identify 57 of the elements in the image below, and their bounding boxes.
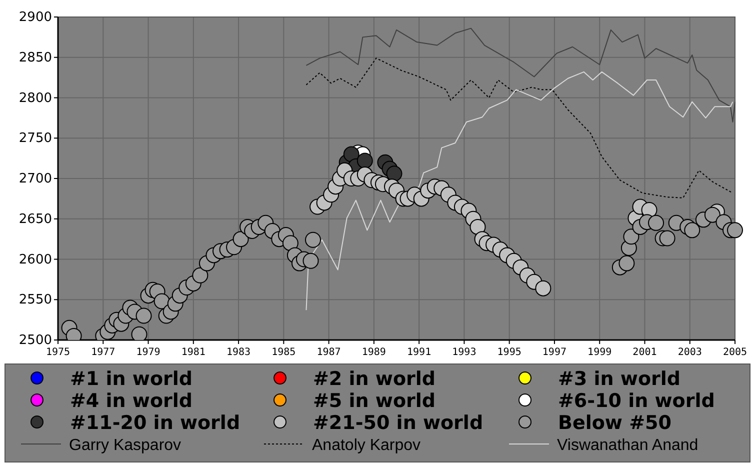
point: [704, 206, 720, 223]
point: [535, 280, 552, 296]
x-tick-label: 1985: [272, 347, 296, 358]
point: [192, 267, 208, 284]
legend-label: Viswanathan Anand: [557, 437, 698, 454]
point: [470, 218, 486, 235]
point: [131, 326, 148, 340]
legend-label: #11-20 in world: [70, 412, 240, 434]
legend-label: #3 in world: [558, 368, 680, 390]
point: [684, 222, 700, 238]
legend-label: Anatoly Karpov: [312, 437, 421, 454]
legend-label: Garry Kasparov: [69, 437, 182, 454]
y-tick-label: 2600: [18, 252, 52, 268]
x-tick-label: 1997: [542, 347, 567, 358]
point: [386, 166, 402, 182]
line-series: [306, 28, 736, 122]
legend-label: #21-50 in world: [313, 412, 484, 434]
x-tick-label: 1991: [407, 347, 432, 358]
legend-label: #2 in world: [313, 368, 436, 390]
legend-label: Below #50: [558, 412, 672, 434]
x-tick-label: 1983: [226, 347, 251, 358]
point: [356, 152, 373, 169]
x-tick-label: 1981: [181, 347, 206, 358]
x-tick-label: 1987: [316, 347, 341, 358]
point: [305, 232, 322, 248]
point: [136, 308, 152, 324]
line-series: [306, 58, 734, 198]
y-tick-label: 2550: [18, 292, 52, 308]
x-tick-label: 1975: [46, 347, 70, 358]
y-tick-label: 2750: [18, 131, 52, 146]
y-tick-label: 2500: [18, 333, 52, 348]
point: [618, 255, 635, 272]
x-tick-label: 2003: [678, 347, 702, 358]
y-tick-label: 2900: [18, 10, 52, 25]
legend-label: #1 in world: [70, 368, 192, 390]
point: [302, 252, 319, 269]
legend-label: #4 in world: [70, 390, 192, 412]
y-tick-label: 2700: [18, 172, 52, 186]
y-tick-label: 2650: [18, 212, 52, 227]
x-tick-label: 1979: [136, 347, 160, 358]
point: [648, 214, 664, 231]
point: [232, 231, 249, 248]
y-tick-label: 2800: [18, 90, 52, 106]
x-tick-label: 1989: [362, 347, 386, 358]
point: [282, 235, 298, 252]
x-tick-label: 1977: [91, 347, 116, 358]
y-tick-label: 2850: [18, 50, 52, 66]
point: [623, 228, 640, 245]
x-tick-label: 1999: [588, 347, 612, 358]
x-tick-label: 2005: [722, 347, 748, 358]
x-tick-label: 1995: [497, 347, 522, 358]
x-tick-label: 2001: [632, 347, 657, 358]
point: [727, 222, 743, 238]
x-tick-label: 1993: [452, 347, 476, 358]
legend-label: #5 in world: [313, 390, 436, 412]
point: [659, 230, 676, 246]
legend-label: #6-10 in world: [558, 390, 715, 412]
